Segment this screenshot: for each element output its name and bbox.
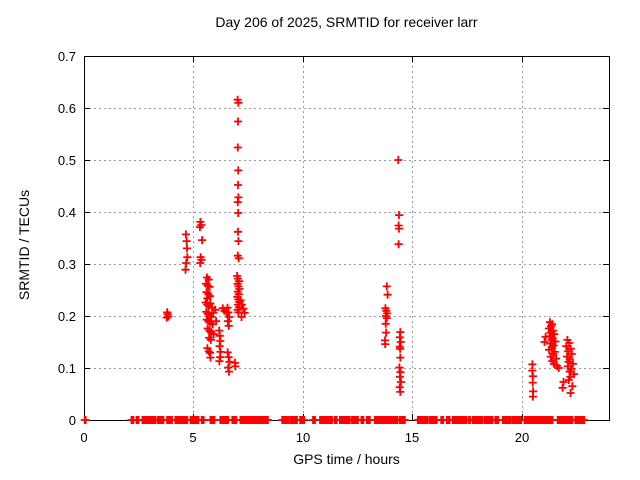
y-tick-label: 0.7: [57, 49, 76, 64]
x-tick-label: 20: [514, 430, 530, 445]
axis-ticks: [84, 56, 609, 421]
gridlines: [84, 56, 609, 420]
x-tick-label: 5: [189, 430, 197, 445]
x-axis-label: GPS time / hours: [293, 451, 400, 467]
y-tick-label: 0.4: [57, 205, 76, 220]
data-points: [80, 95, 589, 424]
y-tick-label: 0: [68, 413, 76, 428]
chart-title: Day 206 of 2025, SRMTID for receiver lar…: [215, 14, 478, 30]
y-tick-label: 0.5: [57, 153, 76, 168]
plot-border: [84, 56, 610, 421]
x-tick-label: 15: [404, 430, 420, 445]
x-tick-label: 10: [295, 430, 311, 445]
y-tick-label: 0.2: [57, 309, 76, 324]
y-tick-label: 0.6: [57, 101, 76, 116]
x-tick-label: 0: [80, 430, 88, 445]
y-tick-label: 0.3: [57, 257, 76, 272]
y-tick-label: 0.1: [57, 361, 76, 376]
